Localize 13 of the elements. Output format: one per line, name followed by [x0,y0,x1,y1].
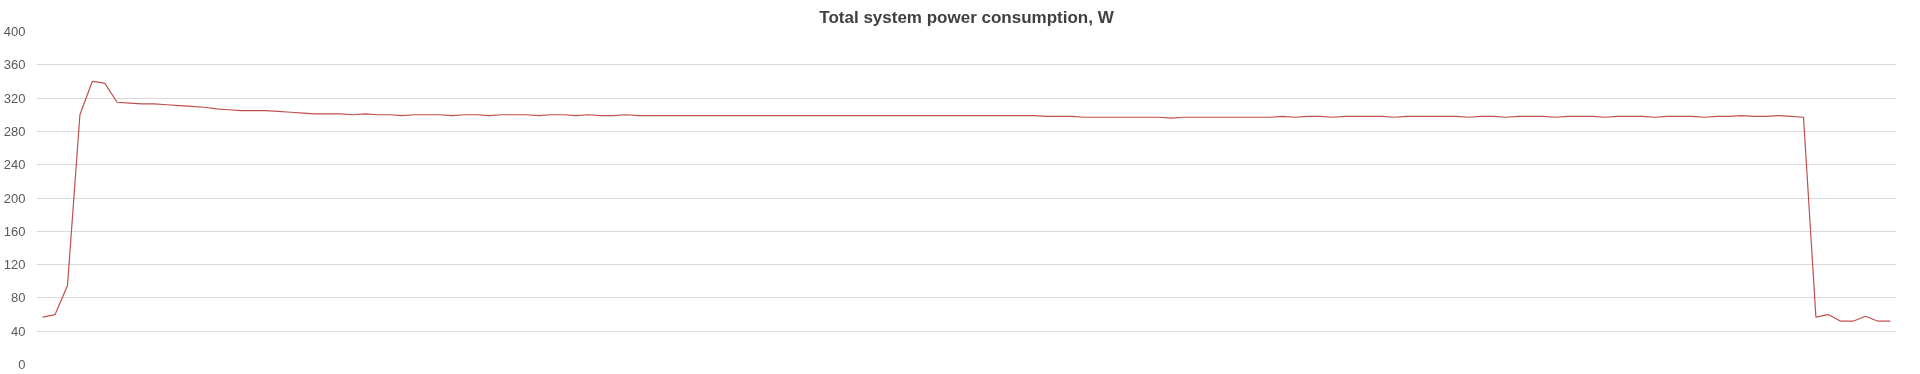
y-tick-label: 400 [3,24,26,39]
y-tick-label: 200 [3,190,26,206]
chart-title: Total system power consumption, W [819,7,1115,27]
y-tick-label: 160 [3,223,26,239]
y-tick-label: 120 [3,257,26,273]
y-tick-label: 320 [3,90,26,106]
y-tick-label: 280 [3,123,26,139]
y-tick-label: 360 [3,57,26,73]
y-tick-label: 80 [11,290,26,306]
line-series [42,80,1891,322]
y-tick-label: 0 [18,357,26,372]
y-tick-label: 40 [11,323,26,339]
y-tick-label: 240 [3,157,26,173]
